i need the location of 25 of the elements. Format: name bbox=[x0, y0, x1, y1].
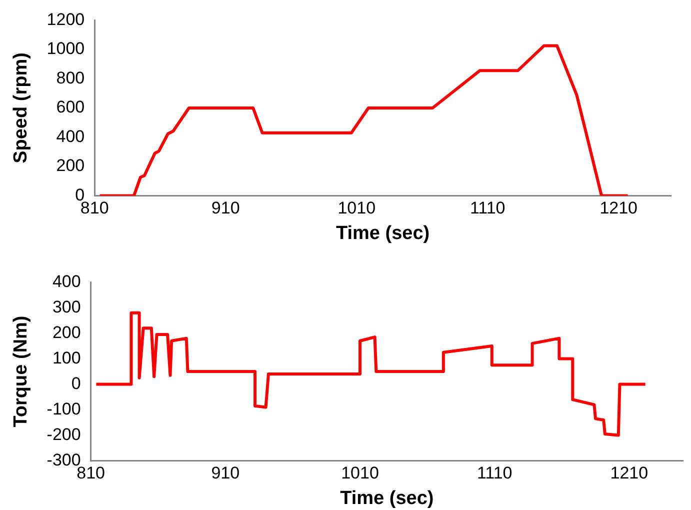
x-tick-label: 910 bbox=[211, 464, 240, 483]
y-tick-label: 1000 bbox=[46, 39, 85, 58]
y-tick-label: 300 bbox=[52, 297, 81, 316]
y-tick-label: 200 bbox=[56, 156, 85, 176]
x-axis-title: Time (sec) bbox=[336, 222, 430, 244]
y-tick-label: 800 bbox=[56, 68, 85, 88]
x-tick-label: 1110 bbox=[470, 198, 506, 218]
y-tick-label: 400 bbox=[56, 126, 85, 146]
x-tick-label: 910 bbox=[211, 198, 240, 218]
y-tick-label: 100 bbox=[52, 348, 81, 368]
y-tick-label: -200 bbox=[46, 424, 81, 444]
x-tick-label: 1010 bbox=[338, 198, 376, 218]
x-tick-label: 1110 bbox=[476, 464, 512, 483]
x-axis-title: Time (sec) bbox=[340, 488, 434, 509]
x-tick-label: 1210 bbox=[600, 198, 638, 218]
y-axis-title: Speed (rpm) bbox=[10, 52, 32, 164]
y-tick-label: 1200 bbox=[46, 10, 85, 29]
y-tick-label: 400 bbox=[52, 272, 81, 291]
y-tick-label: -100 bbox=[46, 399, 81, 418]
y-axis-title: Torque (Nm) bbox=[10, 316, 32, 428]
x-tick-label: 1210 bbox=[610, 464, 648, 483]
y-tick-label: 600 bbox=[56, 98, 85, 117]
y-tick-label: 0 bbox=[71, 374, 81, 393]
x-tick-label: 1010 bbox=[341, 464, 379, 483]
y-tick-label: 200 bbox=[52, 322, 81, 342]
